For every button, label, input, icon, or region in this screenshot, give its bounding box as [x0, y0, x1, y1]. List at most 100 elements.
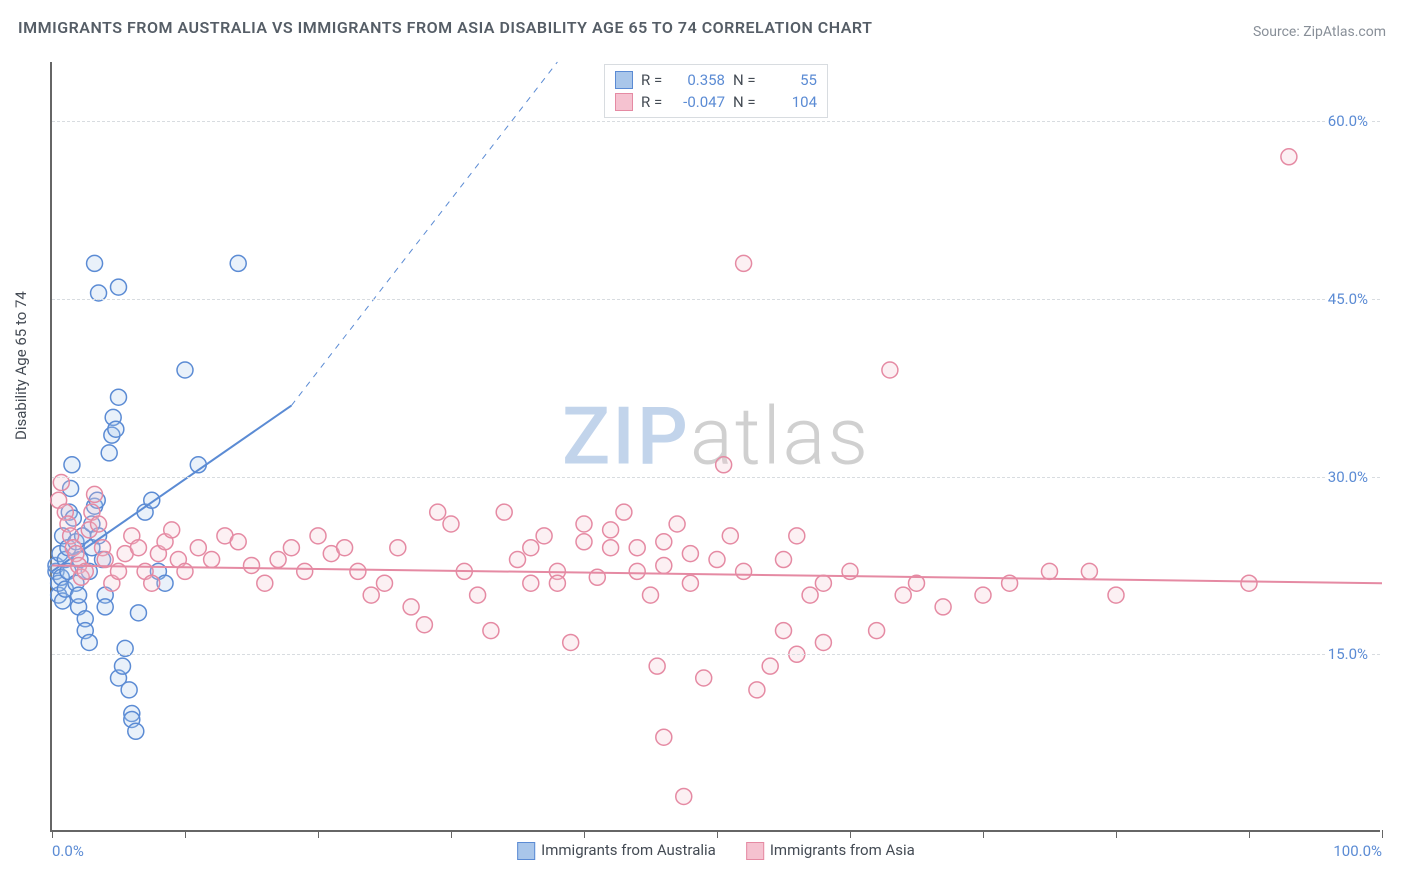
swatch-icon	[746, 842, 764, 860]
x-tick	[451, 830, 452, 838]
stats-row-australia: R =0.358N =55	[615, 69, 817, 91]
y-tick-label: 45.0%	[1326, 290, 1370, 308]
x-tick-label: 100.0%	[1333, 842, 1382, 860]
stat-r-value: -0.047	[675, 93, 725, 111]
data-point-asia	[363, 587, 379, 603]
data-point-asia	[656, 557, 672, 573]
source-credit: Source: ZipAtlas.com	[1253, 24, 1386, 40]
data-point-asia	[935, 599, 951, 615]
data-point-asia	[283, 540, 299, 556]
data-point-australia	[64, 457, 80, 473]
data-point-australia	[81, 634, 97, 650]
y-axis-label: Disability Age 65 to 74	[12, 291, 30, 440]
x-tick	[983, 830, 984, 838]
swatch-icon	[517, 842, 535, 860]
data-point-asia	[656, 729, 672, 745]
data-point-asia	[682, 575, 698, 591]
correlation-stats-box: R =0.358N =55R =-0.047N =104	[604, 64, 828, 118]
data-point-asia	[350, 563, 366, 579]
data-point-asia	[762, 658, 778, 674]
stat-n-label: N =	[733, 93, 759, 111]
data-point-asia	[629, 540, 645, 556]
data-point-asia	[736, 563, 752, 579]
gridline-h	[52, 299, 1380, 300]
data-point-asia	[510, 552, 526, 568]
data-point-asia	[337, 540, 353, 556]
data-point-asia	[802, 587, 818, 603]
data-point-australia	[101, 445, 117, 461]
data-point-asia	[130, 540, 146, 556]
data-point-asia	[736, 255, 752, 271]
data-point-asia	[869, 623, 885, 639]
data-point-asia	[656, 534, 672, 550]
x-tick	[185, 830, 186, 838]
x-tick	[584, 830, 585, 838]
data-point-asia	[91, 516, 107, 532]
source-label: Source:	[1253, 24, 1300, 40]
data-point-australia	[111, 279, 127, 295]
data-point-asia	[696, 670, 712, 686]
data-point-asia	[776, 552, 792, 568]
stat-r-value: 0.358	[675, 71, 725, 89]
data-point-asia	[563, 634, 579, 650]
data-point-asia	[895, 587, 911, 603]
data-point-asia	[430, 504, 446, 520]
data-point-asia	[1042, 563, 1058, 579]
swatch-icon	[615, 93, 633, 111]
data-point-asia	[815, 634, 831, 650]
data-point-asia	[230, 534, 246, 550]
data-point-asia	[1081, 563, 1097, 579]
data-point-australia	[87, 255, 103, 271]
data-point-asia	[603, 540, 619, 556]
data-point-asia	[789, 528, 805, 544]
stat-n-label: N =	[733, 71, 759, 89]
x-tick-label: 0.0%	[52, 842, 84, 860]
data-point-asia	[682, 546, 698, 562]
legend-label: Immigrants from Australia	[541, 841, 716, 859]
data-point-asia	[416, 617, 432, 633]
x-tick	[318, 830, 319, 838]
stats-row-asia: R =-0.047N =104	[615, 91, 817, 113]
data-point-asia	[709, 552, 725, 568]
data-point-asia	[1281, 149, 1297, 165]
stat-r-label: R =	[641, 93, 667, 111]
data-point-asia	[549, 575, 565, 591]
data-point-asia	[523, 575, 539, 591]
data-point-asia	[164, 522, 180, 538]
y-tick-label: 60.0%	[1326, 112, 1370, 130]
x-tick	[1382, 830, 1383, 838]
data-point-australia	[111, 389, 127, 405]
x-tick	[850, 830, 851, 838]
trend-line-ext-australia	[291, 62, 557, 406]
data-point-australia	[97, 599, 113, 615]
data-point-asia	[815, 575, 831, 591]
data-point-australia	[121, 682, 137, 698]
x-tick	[52, 830, 53, 838]
data-point-asia	[776, 623, 792, 639]
legend-item: Immigrants from Australia	[517, 841, 716, 860]
data-point-asia	[669, 516, 685, 532]
swatch-icon	[615, 71, 633, 89]
data-point-asia	[716, 457, 732, 473]
gridline-h	[52, 654, 1380, 655]
y-tick-label: 30.0%	[1326, 468, 1370, 486]
data-point-asia	[470, 587, 486, 603]
data-point-asia	[975, 587, 991, 603]
data-point-asia	[270, 552, 286, 568]
x-tick	[717, 830, 718, 838]
data-point-asia	[1241, 575, 1257, 591]
data-point-australia	[177, 362, 193, 378]
data-point-asia	[190, 540, 206, 556]
data-point-asia	[749, 682, 765, 698]
legend-label: Immigrants from Asia	[770, 841, 915, 859]
data-point-asia	[722, 528, 738, 544]
data-point-asia	[87, 486, 103, 502]
legend-bottom: Immigrants from Australia Immigrants from…	[517, 841, 915, 860]
legend-item: Immigrants from Asia	[746, 841, 915, 860]
data-point-asia	[204, 552, 220, 568]
data-point-australia	[130, 605, 146, 621]
scatter-svg	[52, 62, 1382, 832]
data-point-asia	[257, 575, 273, 591]
source-link[interactable]: ZipAtlas.com	[1303, 24, 1386, 40]
data-point-asia	[603, 522, 619, 538]
